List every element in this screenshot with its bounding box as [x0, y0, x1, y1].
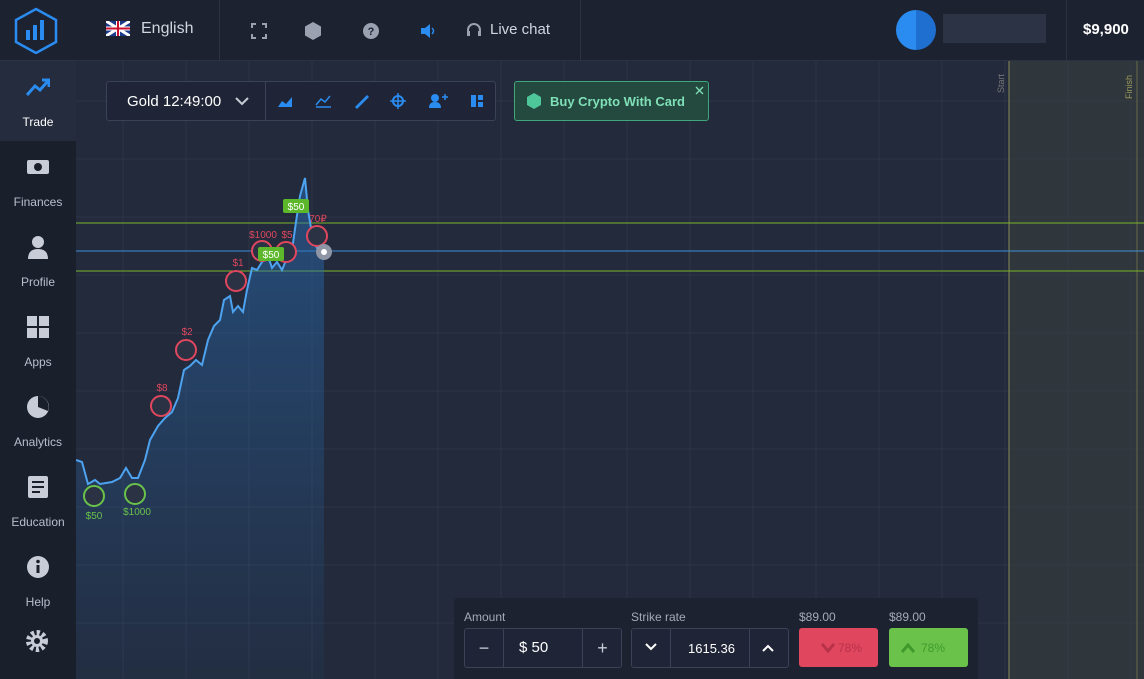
amount-label: Amount — [464, 610, 506, 624]
trade-label: $5 — [281, 230, 293, 241]
trade-label: $1000 — [249, 230, 277, 241]
strike-input: 1615.36 — [631, 628, 789, 668]
finances-icon — [27, 160, 49, 174]
start-label: Start — [996, 73, 1006, 93]
trade-marker — [225, 270, 247, 292]
nav-item[interactable]: Help — [0, 541, 76, 621]
language[interactable]: English — [141, 20, 194, 37]
balance[interactable]: $9,900 — [1083, 21, 1129, 38]
expiry-zone — [1009, 61, 1144, 679]
trade-marker — [124, 483, 146, 505]
analytics-icon — [27, 396, 49, 418]
up-percent: 78% — [921, 641, 946, 655]
nav-label: Help — [25, 595, 51, 609]
trade-marker — [150, 395, 172, 417]
svg-text:?: ? — [368, 26, 375, 38]
sidebar: Trade Finances Profile Apps Analytics Ed… — [0, 61, 76, 679]
strike-value[interactable]: 1615.36 — [688, 641, 735, 656]
header: English ? Live chat $9,900 — [0, 0, 1144, 61]
crypto-icon[interactable] — [304, 21, 322, 41]
nav-label: Trade — [22, 115, 54, 129]
help-icon[interactable]: ? — [362, 22, 380, 40]
sound-icon[interactable] — [419, 22, 437, 40]
down-payout: $89.00 — [799, 610, 836, 624]
trade-panel: Amount − $ 50 + Strike rate 1615.36 $89.… — [454, 598, 978, 679]
trade-label: $1 — [232, 258, 244, 269]
strike-up[interactable] — [762, 643, 774, 652]
chart-toolbar: Gold 12:49:00 — [106, 81, 496, 121]
nav-label: Profile — [20, 275, 55, 289]
trade-marker — [306, 225, 328, 247]
up-button[interactable]: 78% — [889, 628, 968, 667]
trade-label: $2 — [181, 327, 193, 338]
promo-text: Buy Crypto With Card — [550, 94, 685, 109]
decrease-button[interactable]: − — [465, 629, 504, 667]
up-arrow — [901, 643, 915, 653]
divider — [670, 629, 671, 667]
amount-value[interactable]: $ 50 — [519, 639, 549, 656]
finish-label: Finish — [1124, 75, 1134, 99]
fullscreen-icon[interactable] — [250, 22, 268, 40]
crypto-icon — [527, 93, 541, 109]
down-button[interactable]: 78% — [799, 628, 878, 667]
amount-input: − $ 50 + — [464, 628, 622, 668]
trade-label: $50 — [263, 250, 280, 261]
divider — [580, 0, 581, 60]
trade-label: 70₽ — [309, 214, 327, 225]
trade-label: $50 — [288, 202, 305, 213]
divider — [265, 82, 266, 120]
increase-button[interactable]: + — [582, 629, 622, 667]
chart-area: Start Finish $50 $1000$8$2$1$1000 $5$50$50… — [76, 61, 1144, 679]
trade-badge — [283, 199, 309, 213]
avatar[interactable] — [896, 10, 936, 50]
trade-label: $50 — [86, 511, 103, 522]
promo-banner[interactable]: Buy Crypto With Card — [514, 81, 709, 121]
asset-selector[interactable]: Gold 12:49:00 — [127, 93, 222, 110]
nav-label: Analytics — [13, 435, 63, 449]
down-arrow — [821, 643, 835, 653]
up-payout: $89.00 — [889, 610, 926, 624]
settings-icon[interactable] — [25, 629, 49, 653]
tool-icons[interactable] — [277, 93, 497, 109]
apps-icon — [27, 316, 49, 338]
divider — [1066, 0, 1067, 60]
nav-item[interactable]: Trade — [0, 61, 76, 141]
nav-item[interactable]: Apps — [0, 301, 76, 381]
live-chat[interactable]: Live chat — [490, 21, 551, 38]
logo[interactable] — [12, 6, 60, 54]
chevron[interactable] — [235, 96, 249, 106]
divider — [219, 0, 220, 60]
trade-marker — [83, 485, 105, 507]
nav-item[interactable]: Profile — [0, 221, 76, 301]
help-icon — [27, 556, 49, 578]
price-dot-center — [321, 249, 327, 255]
trade-label: $8 — [156, 383, 168, 394]
username-placeholder — [943, 14, 1046, 43]
divider — [749, 629, 750, 667]
trade-label: $1000 — [123, 507, 151, 518]
close-icon[interactable] — [695, 86, 704, 95]
nav-item[interactable]: Analytics — [0, 381, 76, 461]
trade-badge — [258, 247, 284, 261]
down-percent: 78% — [838, 641, 863, 655]
education-icon — [28, 476, 48, 498]
profile-icon — [28, 236, 48, 259]
trade-marker — [175, 339, 197, 361]
nav-label: Apps — [24, 355, 52, 369]
price-area — [76, 178, 324, 679]
flag-icon — [106, 21, 130, 36]
strike-down[interactable] — [645, 643, 657, 652]
nav-item[interactable]: Finances — [0, 141, 76, 221]
trade-icon — [26, 78, 50, 96]
headset-icon[interactable] — [466, 22, 482, 38]
nav-label: Education — [11, 515, 65, 529]
strike-label: Strike rate — [631, 610, 686, 624]
nav-item[interactable]: Education — [0, 461, 76, 541]
nav-label: Finances — [13, 195, 63, 209]
